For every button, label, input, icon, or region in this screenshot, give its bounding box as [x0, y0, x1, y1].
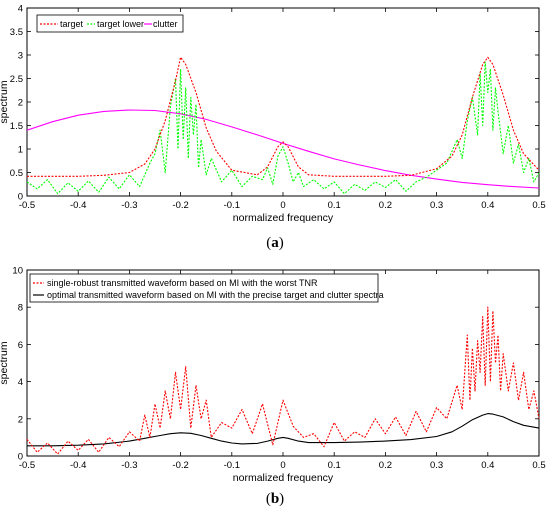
- caption-a: (a): [266, 235, 284, 251]
- series-group-b: [26, 306, 540, 455]
- x-axis-label-a: normalized frequency: [233, 212, 334, 224]
- x-tick-label-b-10: 0.5: [532, 460, 545, 471]
- ticks-b: -0.5 -0.4 -0.3 -0.2 -0.1 0 0.1 0.2 0.3 0.4 0.5 0 2 4 6…: [12, 266, 545, 472]
- x-tick-label-b-1: -0.4: [70, 460, 86, 471]
- x-tick-label-a-6: 0.1: [328, 200, 341, 211]
- x-tick-label-b-7: 0.2: [379, 460, 392, 471]
- x-tick-label-a-4: -0.1: [224, 200, 240, 211]
- y-axis-label-a: spectrum: [0, 80, 10, 123]
- y-tick-label-b-2: 4: [18, 377, 23, 388]
- plot-frame-a: [26, 7, 540, 197]
- legend-label-single-robust: single-robust transmitted waveform based…: [47, 278, 318, 288]
- y-tick-label-a-4: 2: [18, 98, 23, 109]
- x-tick-label-a-2: -0.3: [121, 200, 137, 211]
- x-tick-label-b-0: -0.5: [19, 460, 35, 471]
- x-tick-label-b-2: -0.3: [121, 460, 137, 471]
- y-tick-label-a-2: 1: [18, 145, 23, 156]
- y-tick-label-a-5: 2.5: [10, 74, 23, 85]
- legend-b: single-robust transmitted waveform based…: [29, 273, 384, 303]
- x-tick-label-b-3: -0.2: [172, 460, 188, 471]
- series-line-b-0: [26, 306, 540, 455]
- x-tick-label-b-6: 0.1: [328, 460, 341, 471]
- x-tick-label-a-10: 0.5: [532, 200, 545, 211]
- ticks-a: -0.5 -0.4 -0.3 -0.2 -0.1 0 0.1 0.2 0.3 0.4 0.5 0 0.5…: [10, 4, 546, 212]
- x-tick-label-a-7: 0.2: [379, 200, 392, 211]
- legend-label-clutter: clutter: [153, 19, 178, 29]
- x-tick-label-a-5: 0: [280, 200, 285, 211]
- y-tick-label-a-8: 4: [18, 4, 23, 15]
- legend-a: target target lower clutter: [36, 14, 184, 33]
- chart-b: -0.5 -0.4 -0.3 -0.2 -0.1 0 0.1 0.2 0.3 0.4 0.5 0 2 4 6…: [0, 266, 546, 508]
- x-tick-label-a-1: -0.4: [70, 200, 86, 211]
- legend-label-optimal: optimal transmitted waveform based on MI…: [47, 290, 384, 300]
- legend-box-a: [36, 14, 184, 33]
- chart-a: -0.5 -0.4 -0.3 -0.2 -0.1 0 0.1 0.2 0.3 0.4 0.5 0 0.5…: [0, 4, 546, 252]
- caption-b: (b): [266, 491, 284, 507]
- y-tick-label-a-1: 0.5: [10, 168, 23, 179]
- y-tick-label-a-7: 3.5: [10, 27, 23, 38]
- y-tick-label-b-5: 10: [12, 266, 23, 277]
- y-tick-label-a-6: 3: [18, 51, 23, 62]
- x-tick-label-b-5: 0: [280, 460, 285, 471]
- x-axis-label-b: normalized frequency: [233, 472, 334, 484]
- y-tick-label-a-3: 1.5: [10, 121, 23, 132]
- series-line-a-0: [27, 56, 540, 177]
- x-tick-label-a-8: 0.3: [430, 200, 443, 211]
- x-tick-label-b-8: 0.3: [430, 460, 443, 471]
- series-line-a-2: [26, 109, 540, 189]
- x-tick-label-a-0: -0.5: [19, 200, 35, 211]
- legend-label-target-lower: target lower: [97, 19, 144, 29]
- x-tick-label-b-4: -0.1: [224, 460, 240, 471]
- y-tick-label-b-1: 2: [18, 414, 23, 425]
- y-axis-label-b: spectrum: [0, 341, 10, 384]
- y-tick-label-b-0: 0: [18, 452, 23, 463]
- series-group-a: [26, 56, 540, 195]
- x-tick-label-a-3: -0.2: [172, 200, 188, 211]
- legend-label-target: target: [60, 19, 84, 29]
- x-tick-label-a-9: 0.4: [481, 200, 494, 211]
- x-tick-label-b-9: 0.4: [481, 460, 494, 471]
- y-tick-label-b-4: 8: [18, 303, 23, 314]
- y-tick-label-b-3: 6: [18, 340, 23, 351]
- legend-box-b: [29, 273, 379, 303]
- series-line-b-1: [27, 413, 540, 447]
- y-tick-label-a-0: 0: [18, 192, 23, 203]
